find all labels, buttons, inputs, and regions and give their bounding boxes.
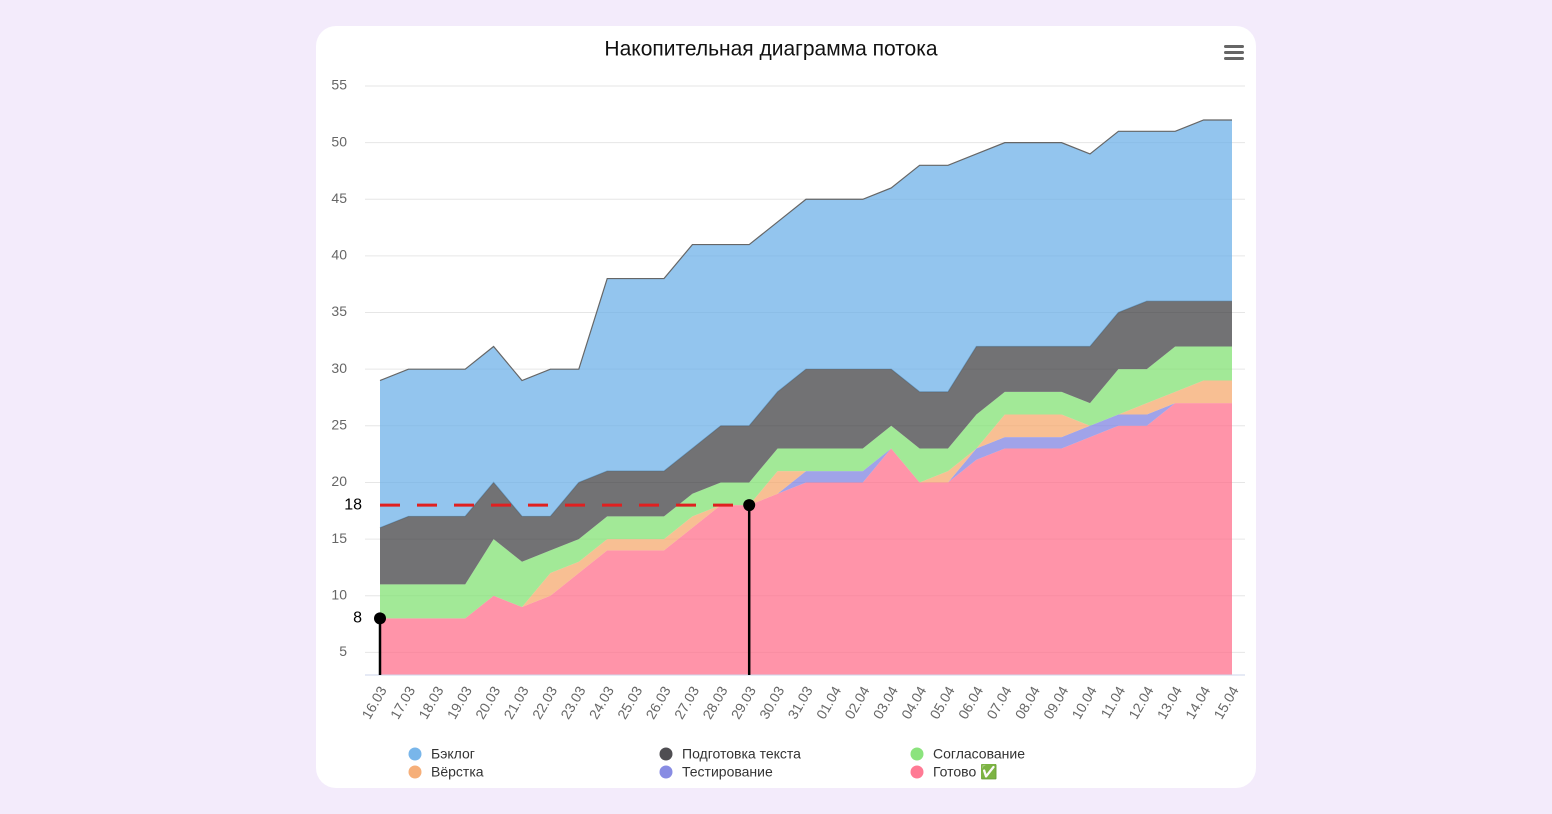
y-tick-label: 25 [331,417,347,433]
legend-item[interactable]: Готово ✅ [910,764,998,781]
legend-dot [659,765,673,779]
area [380,119,1232,528]
legend-item[interactable]: Подготовка текста [659,746,802,762]
area [380,380,1232,619]
legend-item[interactable]: Согласование [910,746,1026,762]
marker-point [743,499,756,512]
legend-label: Вёрстка [431,764,484,780]
legend-item[interactable]: Бэклог [408,746,475,762]
legend-label: Подготовка текста [682,746,801,762]
legend-item[interactable]: Вёрстка [408,764,484,780]
legend-label: Согласование [933,746,1025,762]
y-tick-label: 45 [331,190,347,206]
legend-dot [659,747,673,761]
menu-bar [1224,51,1244,54]
area-edge [379,119,1232,382]
menu-button[interactable] [1224,45,1244,60]
legend-dot [910,747,924,761]
area [380,403,1232,619]
y-tick-label: 30 [331,360,347,376]
y-tick-label: 15 [331,530,347,546]
y-tick-label: 35 [331,303,347,319]
marker-label: 8 [353,610,362,627]
y-tick-label: 50 [331,133,347,149]
menu-bar [1224,45,1244,48]
y-tick-label: 40 [331,247,347,263]
legend-label: Бэклог [431,746,475,762]
menu-bar [1224,57,1244,60]
marker-label: 18 [344,496,362,513]
legend-dot [408,747,422,761]
y-tick-label: 55 [331,77,347,93]
legend-label: Тестирование [682,764,773,780]
y-tick-label: 20 [331,473,347,489]
y-tick-label: 5 [339,643,347,659]
area [380,403,1232,675]
area [380,346,1232,619]
legend-label: Готово ✅ [933,764,998,781]
chart-title: Накопительная диаграмма потока [604,38,937,61]
legend-item[interactable]: Тестирование [659,764,773,780]
legend-dot [910,765,924,779]
y-tick-label: 10 [331,586,347,602]
marker-point [374,612,386,625]
legend-dot [408,765,422,779]
area [380,301,1232,585]
